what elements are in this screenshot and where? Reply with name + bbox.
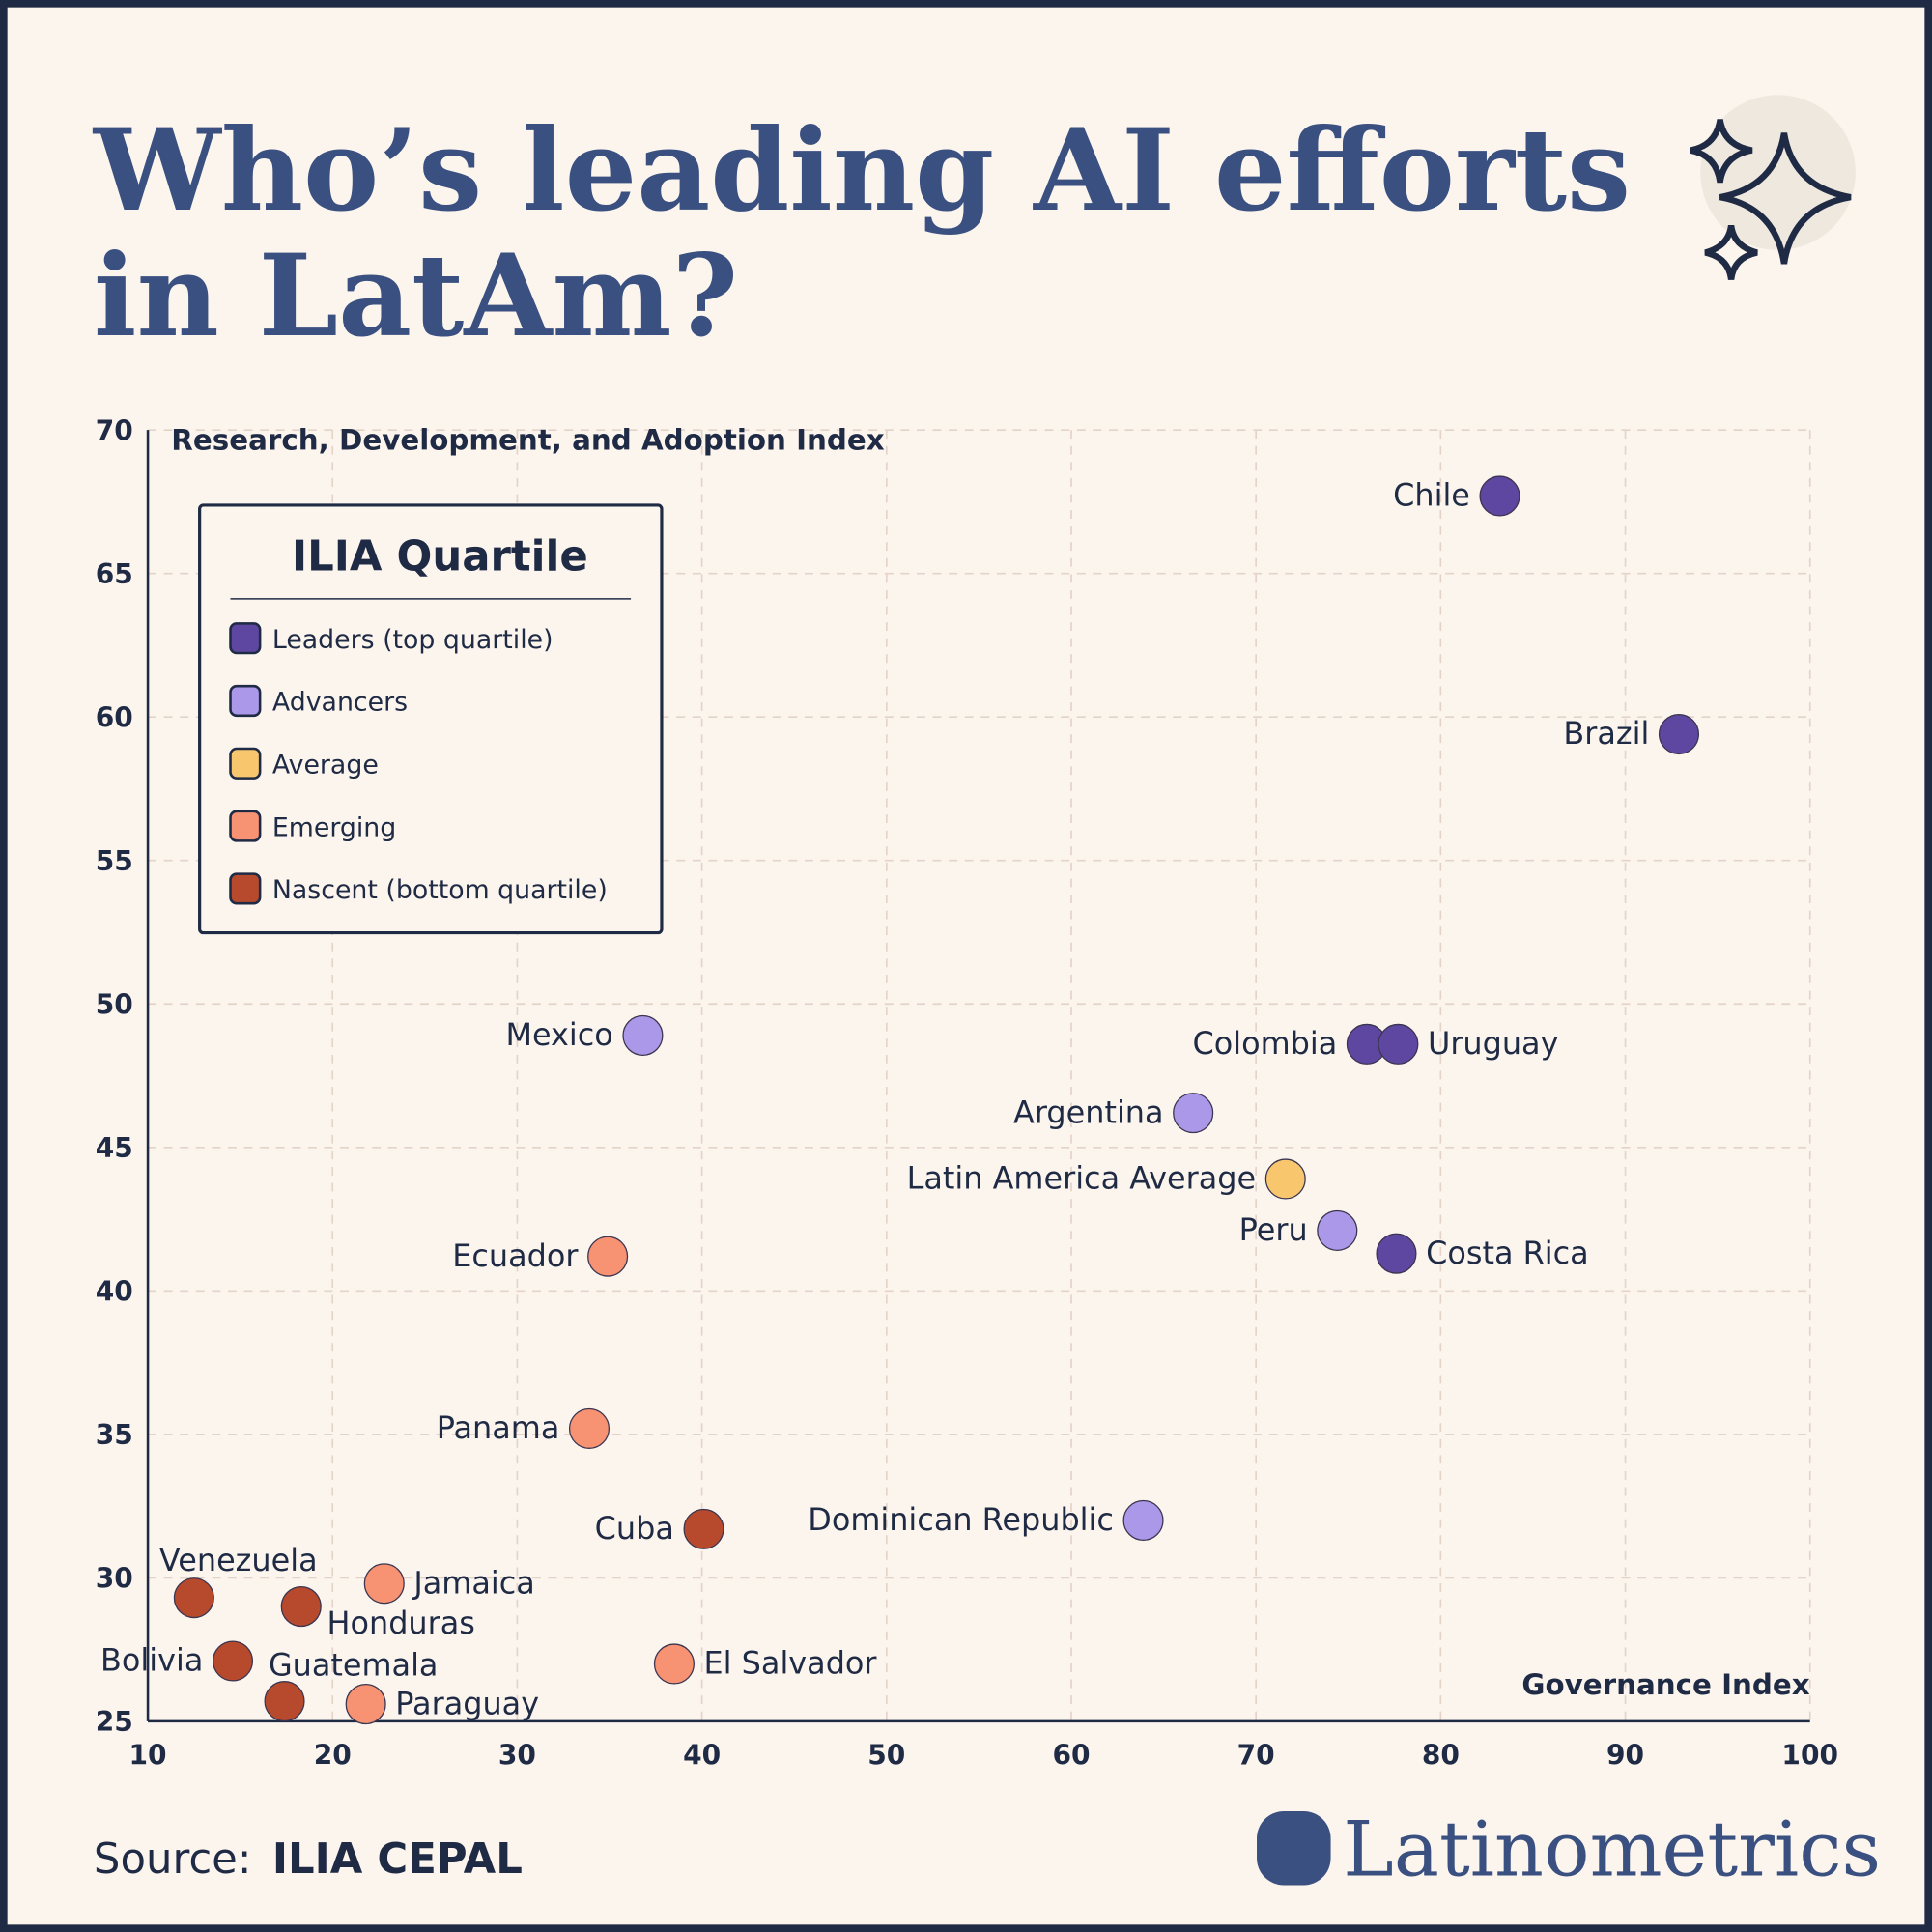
point-label: Bolivia <box>100 1642 203 1679</box>
legend-swatch <box>229 684 262 718</box>
data-point <box>173 1577 214 1619</box>
data-point <box>1264 1158 1306 1200</box>
point-label: Colombia <box>1192 1025 1337 1062</box>
sparkle-icon <box>1690 95 1856 281</box>
point-label: Paraguay <box>395 1685 539 1721</box>
chart-title: Who’s leading AI efforts <box>92 103 1631 237</box>
x-tick-label: 80 <box>1422 1740 1460 1772</box>
data-point <box>568 1407 611 1449</box>
brand-name: Latinometrics <box>1343 1804 1881 1893</box>
data-point <box>587 1236 629 1277</box>
y-tick-label: 35 <box>96 1419 133 1451</box>
point-label: Dominican Republic <box>808 1501 1114 1538</box>
data-point <box>1173 1093 1214 1134</box>
legend-label: Nascent (bottom quartile) <box>272 875 608 905</box>
point-label: Costa Rica <box>1426 1235 1589 1271</box>
data-point <box>653 1643 695 1685</box>
point-label: Argentina <box>1013 1094 1163 1130</box>
data-point <box>1376 1233 1417 1274</box>
point-label: Venezuela <box>159 1542 318 1578</box>
y-tick-label: 30 <box>96 1563 133 1595</box>
y-tick-label: 60 <box>96 701 133 733</box>
x-tick-label: 70 <box>1237 1740 1275 1772</box>
y-tick-label: 55 <box>96 845 133 877</box>
legend-label: Emerging <box>272 812 396 842</box>
point-label: Guatemala <box>269 1646 439 1683</box>
data-point <box>212 1640 254 1682</box>
legend-box <box>198 503 664 935</box>
x-axis-title: Governance Index <box>1521 1668 1809 1701</box>
y-tick-label: 25 <box>96 1706 133 1738</box>
legend-label: Advancers <box>272 688 408 718</box>
y-tick-label: 70 <box>96 414 133 446</box>
point-label: Chile <box>1393 477 1470 514</box>
source-label: Source: <box>94 1835 252 1884</box>
x-tick-label: 10 <box>129 1740 167 1772</box>
legend-swatch <box>229 622 262 655</box>
brand-logo: Latinometrics <box>1257 1804 1881 1893</box>
data-point <box>1479 475 1520 517</box>
point-label: Brazil <box>1563 715 1649 752</box>
x-tick-label: 40 <box>683 1740 721 1772</box>
x-tick-label: 60 <box>1052 1740 1090 1772</box>
y-axis-title: Research, Development, and Adoption Inde… <box>171 424 885 457</box>
legend: ILIA Quartile Leaders (top quartile) Adva… <box>198 503 664 935</box>
point-label: Mexico <box>506 1016 613 1053</box>
point-label: Latin America Average <box>907 1160 1256 1197</box>
x-tick-label: 100 <box>1781 1740 1838 1772</box>
point-label: Peru <box>1239 1211 1308 1248</box>
source-name: ILIA CEPAL <box>272 1835 523 1884</box>
data-point <box>363 1563 405 1605</box>
data-point <box>345 1684 386 1725</box>
point-label: Cuba <box>595 1510 674 1547</box>
legend-swatch <box>229 747 262 780</box>
data-point <box>1658 713 1700 755</box>
point-label: Panama <box>437 1409 560 1446</box>
legend-label: Leaders (top quartile) <box>272 625 554 655</box>
point-label: El Salvador <box>704 1645 878 1682</box>
point-label: Uruguay <box>1428 1025 1558 1062</box>
logo-mark <box>1257 1811 1331 1886</box>
chart-title: in LatAm? <box>94 229 738 362</box>
data-point <box>1122 1499 1164 1541</box>
data-point <box>622 1014 664 1056</box>
legend-title: ILIA Quartile <box>292 533 588 582</box>
plot-area: 10 20 30 40 50 60 70 80 90 100 25 30 35 40 45 50 55 60 65 7… <box>96 414 1838 1771</box>
y-tick-label: 65 <box>96 558 133 590</box>
point-label: Honduras <box>327 1605 475 1641</box>
data-point <box>280 1586 322 1628</box>
x-tick-label: 90 <box>1606 1740 1644 1772</box>
data-point <box>1317 1209 1358 1251</box>
data-point <box>683 1508 724 1549</box>
legend-swatch <box>229 810 262 842</box>
legend-items: Leaders (top quartile) Advancers Average Em… <box>229 622 608 905</box>
x-tick-label: 30 <box>498 1740 536 1772</box>
x-tick-label: 20 <box>314 1740 352 1772</box>
data-point <box>1378 1023 1419 1065</box>
data-point <box>264 1681 305 1722</box>
y-tick-label: 50 <box>96 988 133 1020</box>
point-label: Jamaica <box>412 1565 534 1602</box>
point-label: Ecuador <box>452 1237 579 1274</box>
legend-label: Average <box>272 751 379 781</box>
y-tick-label: 45 <box>96 1132 133 1164</box>
x-tick-label: 50 <box>867 1740 905 1772</box>
legend-swatch <box>229 872 262 905</box>
y-tick-label: 40 <box>96 1276 133 1308</box>
